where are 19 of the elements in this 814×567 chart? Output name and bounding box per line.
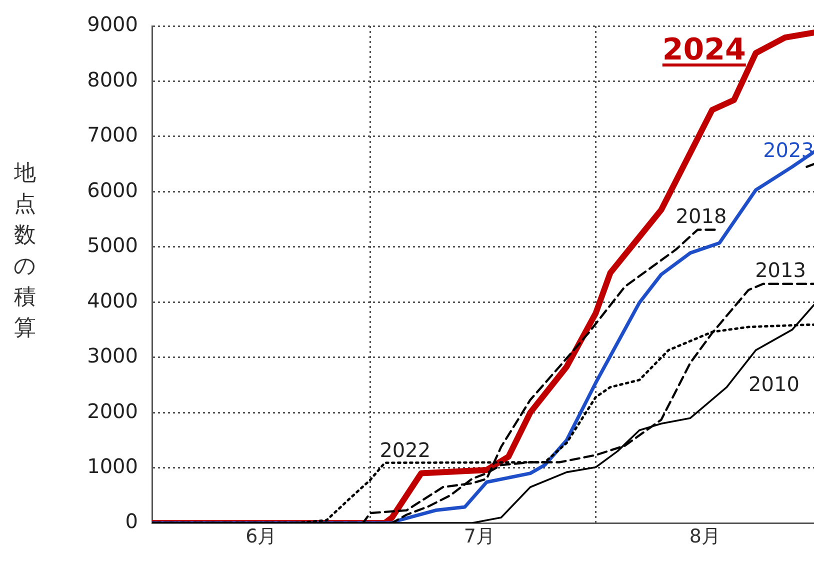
y-tick-label: 1000	[87, 454, 138, 478]
y-axis-title: 地点数の積算	[12, 160, 38, 343]
x-tick-label: 7月	[464, 525, 495, 548]
y-tick-label: 2000	[87, 398, 138, 423]
series-label: 2013	[755, 258, 806, 282]
series-label: 2022	[380, 438, 431, 462]
x-tick-label: 8月	[689, 525, 720, 548]
y-tick-label: 3000	[87, 344, 138, 368]
y-tick-label: 5000	[87, 233, 138, 258]
y-tick-label: 4000	[87, 288, 138, 312]
y-tick-label: 0	[125, 509, 138, 534]
x-tick-label: 6月	[246, 525, 277, 548]
y-tick-label: 7000	[87, 122, 138, 147]
series-label: 2010	[748, 372, 800, 396]
y-tick-label: 8000	[87, 67, 138, 92]
series-label: 2018	[676, 204, 727, 228]
y-tick-label: 6000	[87, 178, 138, 202]
series-label: 2024	[662, 32, 746, 68]
y-tick-label: 9000	[87, 12, 138, 36]
